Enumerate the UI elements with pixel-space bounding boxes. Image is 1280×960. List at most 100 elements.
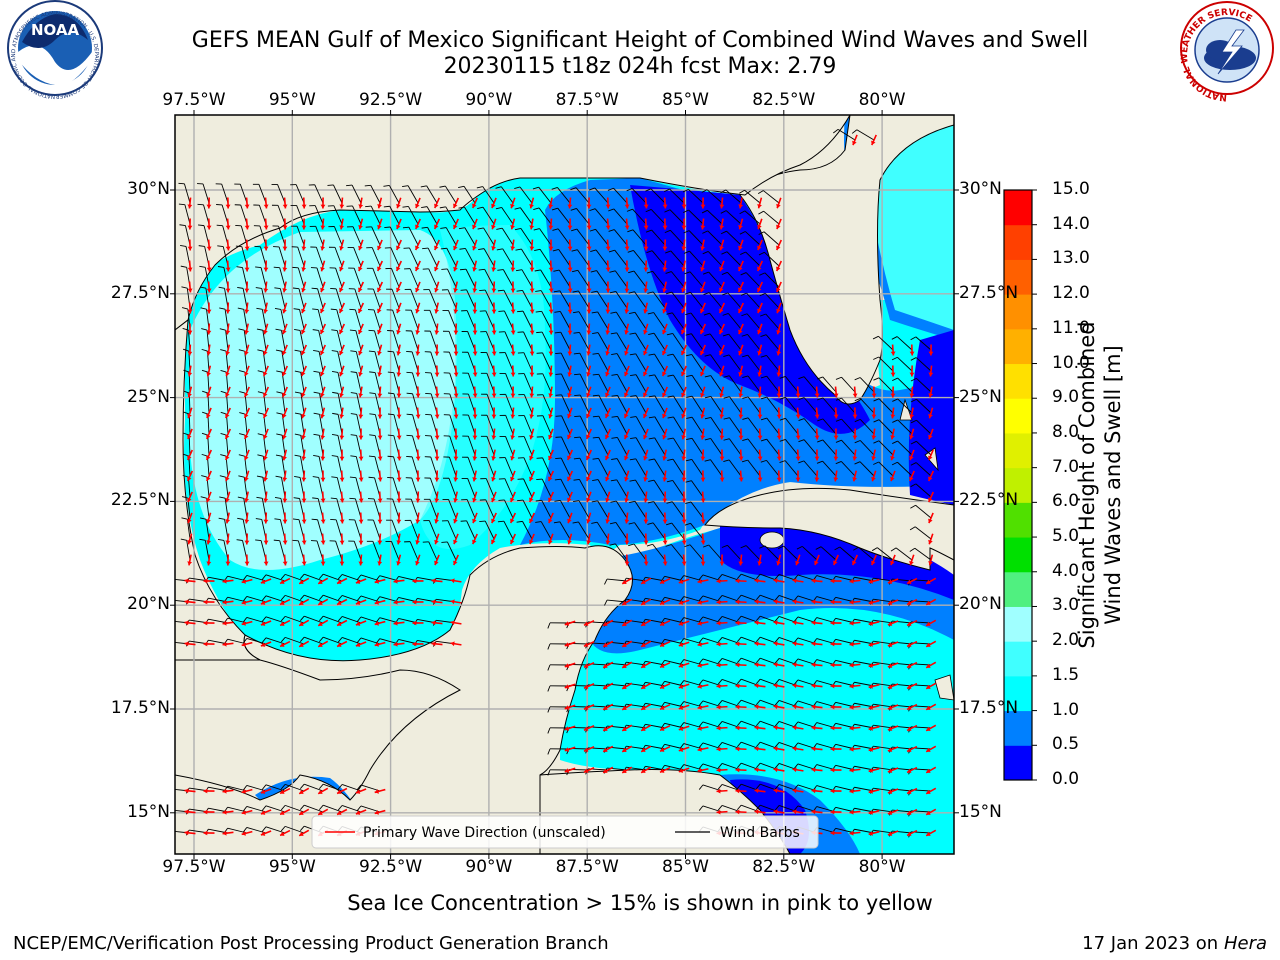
wave-arrow-head — [586, 455, 591, 460]
wind-barb — [783, 545, 799, 561]
wave-arrow-head — [735, 704, 740, 710]
wave-arrow-head — [681, 308, 686, 314]
wind-barb — [859, 377, 875, 393]
wind-barb-flag — [294, 391, 301, 394]
wave-arrow-head — [586, 434, 591, 440]
wave-arrow-head — [738, 329, 743, 335]
wind-barb-flag — [910, 483, 917, 488]
wave-arrow-head — [830, 809, 835, 815]
wind-barb-flag — [497, 289, 504, 292]
wind-barb — [296, 205, 305, 225]
wind-barb — [337, 372, 343, 393]
wave-arrow-head — [184, 809, 189, 815]
wave-arrow-head — [719, 435, 725, 440]
wind-barb — [841, 439, 856, 456]
wave-arrow-head — [641, 579, 646, 584]
wind-barb — [841, 418, 856, 435]
wind-barb-flag — [909, 526, 916, 531]
wave-arrow-head — [719, 477, 725, 482]
wave-arrow-head — [811, 704, 816, 710]
lon-label: 97.5°W — [162, 857, 226, 877]
wind-barb-flag — [684, 271, 691, 275]
wave-arrow-head — [926, 768, 931, 773]
wave-arrow-head — [431, 599, 436, 605]
wave-arrow-head — [225, 519, 231, 524]
wave-arrow-head — [660, 768, 665, 773]
wind-barb-flag — [299, 636, 305, 643]
wind-barb-flag — [646, 250, 653, 254]
wind-barb-flag — [648, 437, 655, 440]
wind-barb-flag — [742, 375, 749, 379]
wind-barb — [315, 246, 324, 267]
wave-arrow-head — [244, 540, 250, 545]
wave-arrow-head — [339, 266, 344, 272]
wind-barb-flag — [660, 702, 665, 708]
chart-subtitle: 20230115 t18z 024h fcst Max: 2.79 — [443, 54, 837, 79]
wind-barb-flag — [375, 575, 381, 581]
wave-arrow-head — [548, 309, 554, 314]
wave-arrow-head — [358, 329, 363, 335]
wind-barb — [803, 376, 818, 393]
wind-barb — [670, 230, 685, 246]
wave-arrow-head — [187, 518, 192, 524]
wave-arrow-head — [735, 620, 740, 626]
wind-barb — [633, 250, 647, 267]
wind-barb — [746, 313, 761, 330]
wave-arrow-head — [263, 267, 269, 272]
wind-barb — [224, 309, 229, 330]
wind-barb — [336, 330, 343, 351]
wave-arrow-head — [681, 350, 686, 355]
wave-arrow-head — [641, 684, 646, 689]
wave-arrow-head — [396, 203, 401, 209]
wave-arrow-head — [776, 266, 781, 271]
wave-arrow-head — [206, 413, 211, 419]
wave-arrow-head — [431, 641, 436, 647]
wind-barb-flag — [237, 286, 244, 289]
wind-barb-flag — [609, 270, 616, 273]
wave-arrow-head — [206, 540, 212, 545]
wave-arrow-head — [244, 455, 249, 461]
wave-arrow-head — [244, 267, 250, 272]
colorbar-tick-label: 6.0 — [1052, 491, 1080, 512]
wind-barb — [304, 615, 324, 624]
wind-barb-flag — [717, 805, 723, 811]
wind-barb — [897, 419, 913, 435]
wave-arrow-head — [926, 642, 931, 647]
wind-barb-flag — [739, 231, 746, 235]
wave-arrow-head — [396, 498, 402, 503]
wind-barb — [504, 499, 514, 519]
wind-barb — [258, 204, 267, 225]
wind-barb-flag — [851, 129, 858, 134]
wave-arrow-head — [434, 414, 440, 419]
wave-arrow-head — [624, 392, 629, 398]
wind-barb — [560, 457, 571, 477]
wind-barb — [284, 636, 305, 645]
wind-barb — [261, 309, 267, 330]
wind-barb — [284, 783, 305, 792]
wind-barb-flag — [299, 804, 305, 811]
wind-barb — [319, 414, 324, 435]
wave-arrow-head — [491, 497, 496, 503]
wind-barb-flag — [237, 307, 244, 310]
wind-barb — [522, 310, 533, 330]
wave-arrow-head — [510, 372, 516, 377]
wave-arrow-head — [586, 497, 591, 503]
wind-barb-flag — [648, 416, 655, 419]
wind-barb — [465, 268, 476, 288]
wave-arrow-head — [301, 225, 307, 230]
wind-barb-flag — [645, 229, 652, 233]
wind-barb-flag — [610, 332, 617, 335]
wave-arrow-head — [662, 434, 667, 440]
wave-arrow-head — [225, 288, 231, 293]
wind-barb — [616, 353, 628, 372]
wind-barb — [878, 335, 894, 351]
wave-arrow-head — [282, 413, 287, 419]
wave-arrow-head — [358, 540, 364, 545]
wave-arrows-layer — [184, 134, 937, 837]
wave-arrow-head — [491, 435, 497, 440]
wind-barb — [284, 573, 305, 582]
colorbar-tick-label: 8.0 — [1052, 421, 1080, 442]
wind-barb — [747, 459, 761, 477]
wind-barb — [689, 271, 704, 288]
wind-barb — [323, 636, 343, 645]
